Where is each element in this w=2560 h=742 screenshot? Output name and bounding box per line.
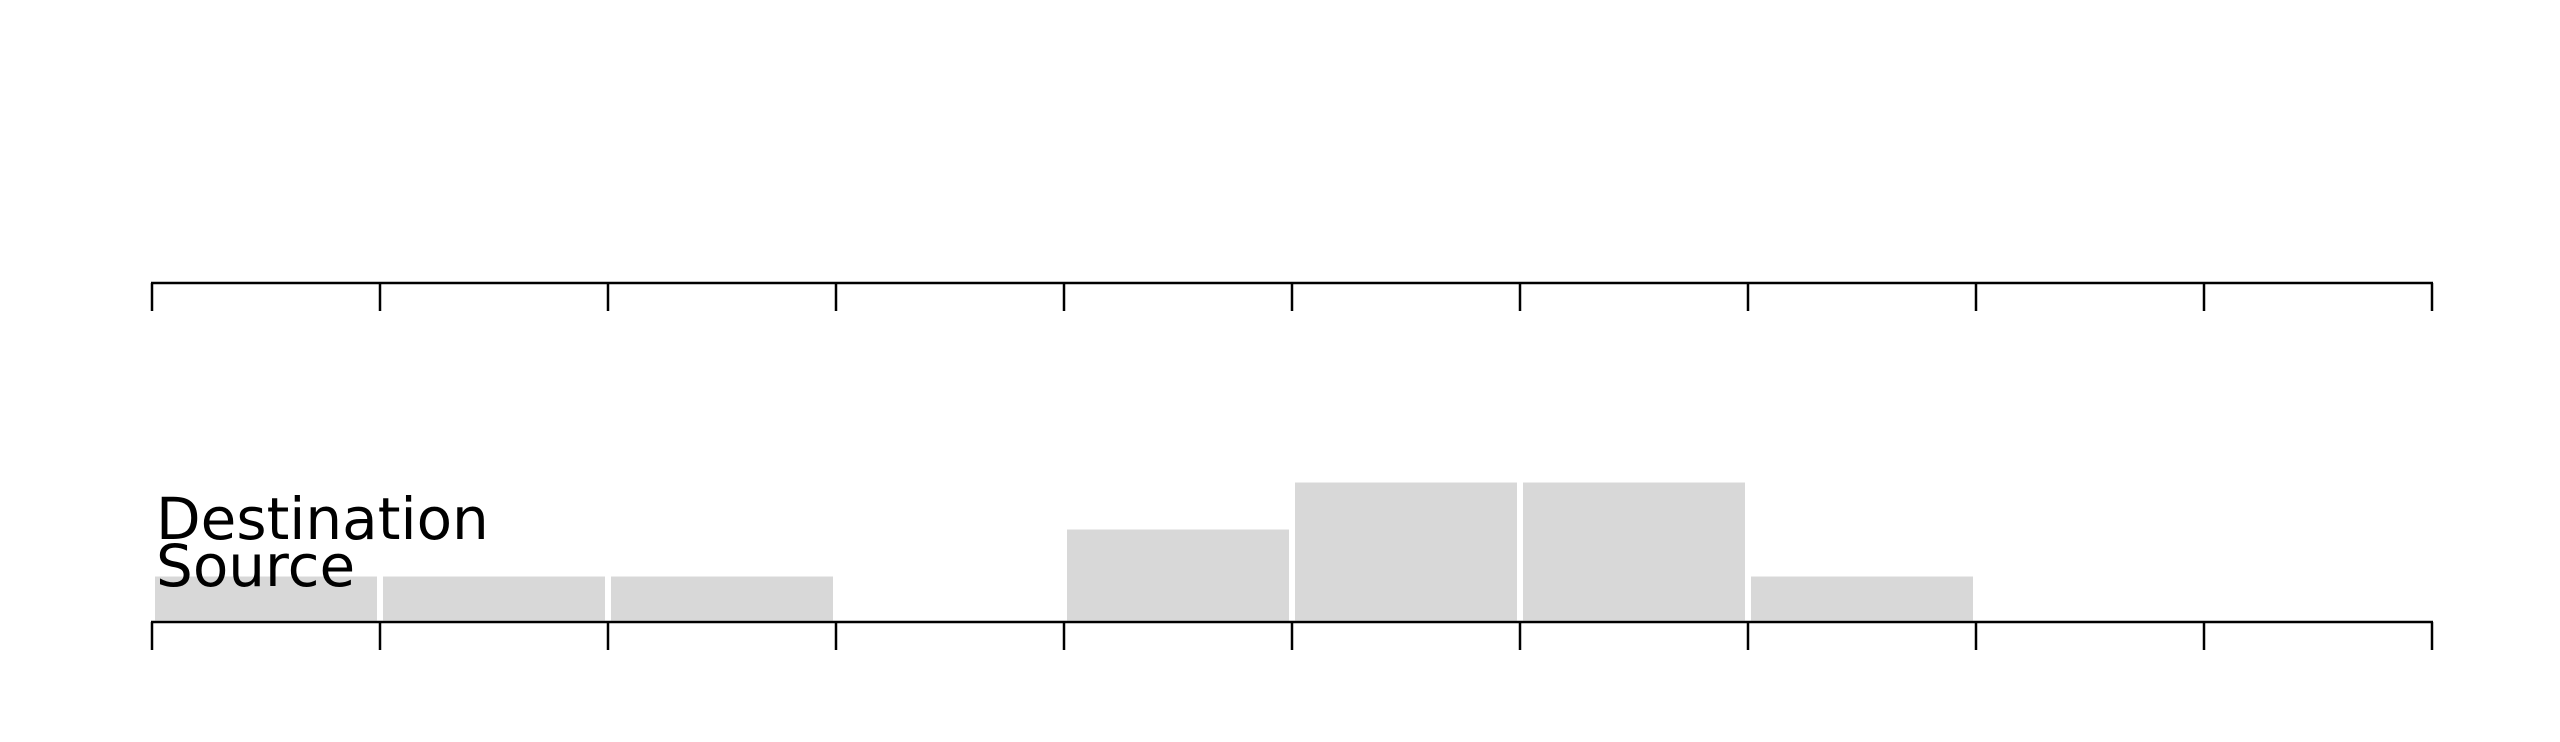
destination-label: Destination — [156, 485, 489, 553]
destination-axis — [150, 281, 2434, 311]
histogram-bar — [608, 573, 836, 624]
histogram-bar — [1520, 479, 1748, 624]
axes-layer — [150, 281, 2434, 650]
histogram-bar — [1064, 526, 1292, 624]
histogram-bar — [1748, 573, 1976, 624]
histogram-bar — [1292, 479, 1520, 624]
bars-layer — [152, 479, 1976, 624]
labels-layer: Destination Source — [156, 485, 489, 600]
source-label: Source — [156, 532, 355, 600]
histogram-bar — [380, 573, 608, 624]
source-axis — [150, 620, 2434, 650]
